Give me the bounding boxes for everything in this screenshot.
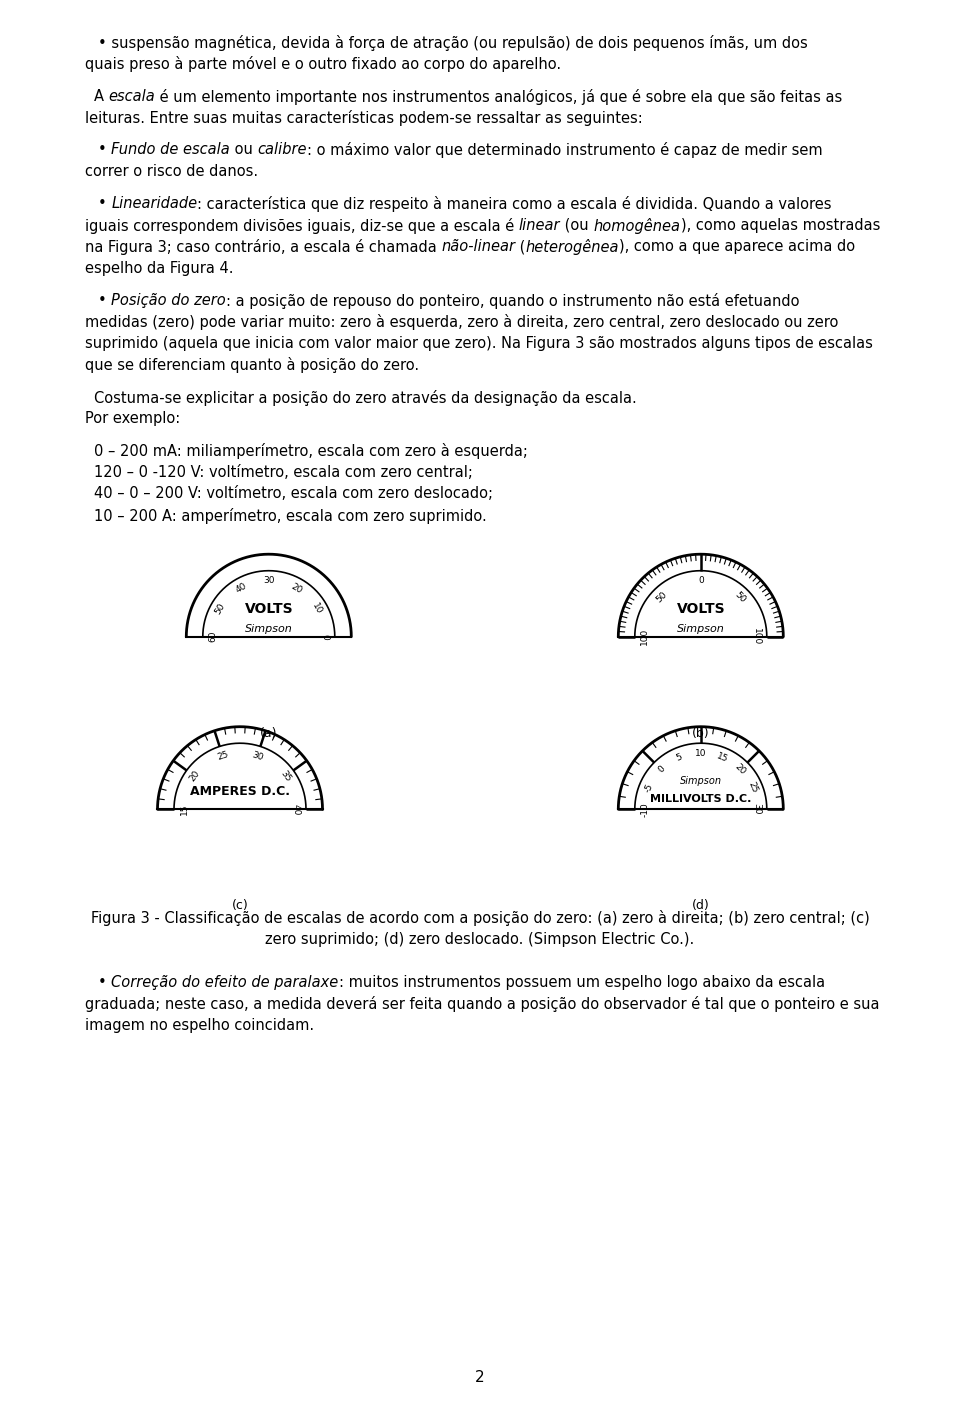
- Text: 0: 0: [656, 764, 666, 775]
- Text: Simpson: Simpson: [680, 777, 722, 787]
- Text: 100: 100: [753, 628, 761, 645]
- Text: : a posição de repouso do ponteiro, quando o instrumento não está efetuando: : a posição de repouso do ponteiro, quan…: [226, 293, 800, 308]
- Text: 40 – 0 – 200 V: voltímetro, escala com zero deslocado;: 40 – 0 – 200 V: voltímetro, escala com z…: [93, 487, 492, 501]
- Text: -5: -5: [643, 782, 655, 794]
- Text: A: A: [93, 89, 108, 103]
- Text: (b): (b): [692, 727, 709, 740]
- Text: escala: escala: [108, 89, 155, 103]
- Text: medidas (zero) pode variar muito: zero à esquerda, zero à direita, zero central,: medidas (zero) pode variar muito: zero à…: [85, 314, 838, 331]
- Text: 120 – 0 -120 V: voltímetro, escala com zero central;: 120 – 0 -120 V: voltímetro, escala com z…: [93, 466, 472, 480]
- Text: 60: 60: [208, 631, 217, 642]
- Text: iguais correspondem divisões iguais, diz-se que a escala é: iguais correspondem divisões iguais, diz…: [85, 218, 518, 233]
- Text: quais preso à parte móvel e o outro fixado ao corpo do aparelho.: quais preso à parte móvel e o outro fixa…: [85, 57, 562, 72]
- Text: graduada; neste caso, a medida deverá ser feita quando a posição do observador é: graduada; neste caso, a medida deverá se…: [85, 996, 879, 1013]
- Text: linear: linear: [518, 218, 561, 232]
- Text: 30: 30: [251, 750, 264, 763]
- Text: Fundo de escala: Fundo de escala: [111, 143, 230, 157]
- Text: na Figura 3; caso contrário, a escala é chamada: na Figura 3; caso contrário, a escala é …: [85, 239, 442, 255]
- Text: : muitos instrumentos possuem um espelho logo abaixo da escala: : muitos instrumentos possuem um espelho…: [339, 975, 825, 990]
- Text: Costuma-se explicitar a posição do zero através da designação da escala.: Costuma-se explicitar a posição do zero …: [93, 389, 636, 406]
- Text: que se diferenciam quanto à posição do zero.: que se diferenciam quanto à posição do z…: [85, 358, 420, 374]
- Text: Figura 3 - Classificação de escalas de acordo com a posição do zero: (a) zero à : Figura 3 - Classificação de escalas de a…: [90, 910, 870, 927]
- Text: zero suprimido; (d) zero deslocado. (Simpson Electric Co.).: zero suprimido; (d) zero deslocado. (Sim…: [265, 932, 695, 947]
- Text: ), como aquelas mostradas: ), como aquelas mostradas: [681, 218, 880, 232]
- Text: 40: 40: [292, 804, 300, 815]
- Text: 30: 30: [263, 576, 275, 586]
- Text: 20: 20: [733, 763, 748, 777]
- Text: MILLIVOLTS D.C.: MILLIVOLTS D.C.: [650, 794, 752, 804]
- Text: Linearidade: Linearidade: [111, 197, 198, 211]
- Text: calibre: calibre: [257, 143, 307, 157]
- Text: -10: -10: [640, 802, 649, 816]
- Text: •: •: [98, 143, 111, 157]
- Text: VOLTS: VOLTS: [245, 601, 293, 616]
- Text: 30: 30: [753, 804, 761, 815]
- Text: 15: 15: [715, 751, 730, 764]
- Text: imagem no espelho coincidam.: imagem no espelho coincidam.: [85, 1017, 314, 1033]
- Text: ou: ou: [230, 143, 257, 157]
- Text: 5: 5: [675, 753, 684, 763]
- Text: 2: 2: [475, 1370, 485, 1385]
- Text: homogênea: homogênea: [593, 218, 681, 233]
- Text: • suspensão magnética, devida à força de atração (ou repulsão) de dois pequenos : • suspensão magnética, devida à força de…: [98, 35, 807, 51]
- Text: 35: 35: [278, 768, 293, 784]
- Text: 40: 40: [233, 582, 248, 594]
- Text: AMPERES D.C.: AMPERES D.C.: [190, 785, 290, 798]
- Text: •: •: [98, 197, 111, 211]
- Text: 25: 25: [746, 781, 758, 795]
- Text: 20: 20: [188, 768, 202, 784]
- Text: VOLTS: VOLTS: [677, 601, 725, 616]
- Text: não-linear: não-linear: [442, 239, 516, 255]
- Text: Por exemplo:: Por exemplo:: [85, 412, 180, 426]
- Text: : característica que diz respeito à maneira como a escala é dividida. Quando a v: : característica que diz respeito à mane…: [198, 197, 832, 212]
- Text: Correção do efeito de paralaxe: Correção do efeito de paralaxe: [111, 975, 339, 990]
- Text: 0: 0: [698, 576, 704, 586]
- Text: 0 – 200 mA: miliamperímetro, escala com zero à esquerda;: 0 – 200 mA: miliamperímetro, escala com …: [93, 443, 527, 460]
- Text: (c): (c): [231, 899, 249, 913]
- Text: heterogênea: heterogênea: [526, 239, 619, 255]
- Text: 50: 50: [733, 590, 748, 604]
- Text: (: (: [516, 239, 526, 255]
- Text: leituras. Entre suas muitas características podem-se ressaltar as seguintes:: leituras. Entre suas muitas característi…: [85, 110, 643, 126]
- Text: •: •: [98, 975, 111, 990]
- Text: 10: 10: [310, 601, 324, 616]
- Text: 10 – 200 A: amperímetro, escala com zero suprimido.: 10 – 200 A: amperímetro, escala com zero…: [93, 508, 487, 524]
- Text: 50: 50: [213, 601, 228, 616]
- Text: Simpson: Simpson: [245, 624, 293, 634]
- Text: •: •: [98, 293, 111, 308]
- Text: (a): (a): [260, 727, 277, 740]
- Text: Simpson: Simpson: [677, 624, 725, 634]
- Text: 25: 25: [216, 750, 229, 763]
- Text: (d): (d): [692, 899, 709, 913]
- Text: 0: 0: [321, 634, 329, 640]
- Text: 100: 100: [640, 628, 649, 645]
- Text: suprimido (aquela que inicia com valor maior que zero). Na Figura 3 são mostrado: suprimido (aquela que inicia com valor m…: [85, 335, 873, 351]
- Text: espelho da Figura 4.: espelho da Figura 4.: [85, 260, 233, 276]
- Text: ), como a que aparece acima do: ), como a que aparece acima do: [619, 239, 855, 255]
- Text: : o máximo valor que determinado instrumento é capaz de medir sem: : o máximo valor que determinado instrum…: [307, 143, 823, 158]
- Text: 15: 15: [180, 804, 188, 815]
- Text: (ou: (ou: [561, 218, 593, 232]
- Text: Posição do zero: Posição do zero: [111, 293, 226, 308]
- Text: 50: 50: [654, 590, 668, 604]
- Text: 10: 10: [695, 749, 707, 757]
- Text: 20: 20: [290, 582, 304, 594]
- Text: correr o risco de danos.: correr o risco de danos.: [85, 164, 258, 180]
- Text: é um elemento importante nos instrumentos analógicos, já que é sobre ela que são: é um elemento importante nos instrumento…: [155, 89, 842, 105]
